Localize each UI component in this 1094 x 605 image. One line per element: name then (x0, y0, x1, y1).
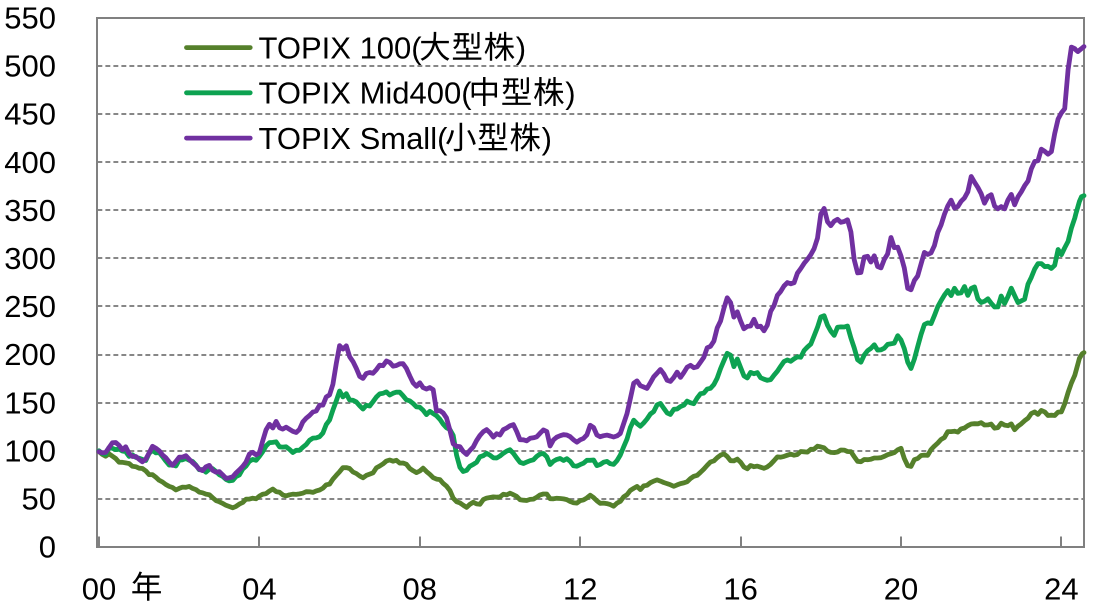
svg-text:0: 0 (39, 530, 56, 565)
svg-text:TOPIX 100(: TOPIX 100( (259, 30, 423, 65)
svg-text:20: 20 (884, 572, 918, 605)
svg-text:50: 50 (22, 482, 56, 517)
svg-text:): ) (516, 30, 526, 65)
svg-text:08: 08 (403, 572, 437, 605)
svg-text:400: 400 (4, 145, 56, 180)
svg-text:150: 150 (4, 385, 56, 420)
svg-text:300: 300 (4, 241, 56, 276)
svg-text:00: 00 (82, 572, 116, 605)
svg-text:TOPIX Small(: TOPIX Small( (259, 121, 449, 156)
svg-text:200: 200 (4, 337, 56, 372)
svg-text:550: 550 (4, 0, 56, 35)
svg-text:100: 100 (4, 434, 56, 469)
svg-text:12: 12 (563, 572, 597, 605)
svg-text:24: 24 (1044, 572, 1078, 605)
svg-text:16: 16 (723, 572, 757, 605)
svg-text:350: 350 (4, 193, 56, 228)
svg-text:450: 450 (4, 97, 56, 132)
svg-text:04: 04 (242, 572, 276, 605)
svg-text:): ) (565, 76, 575, 111)
svg-text:): ) (542, 121, 552, 156)
svg-text:250: 250 (4, 289, 56, 324)
svg-text:500: 500 (4, 49, 56, 84)
svg-text:TOPIX Mid400(: TOPIX Mid400( (259, 76, 473, 111)
